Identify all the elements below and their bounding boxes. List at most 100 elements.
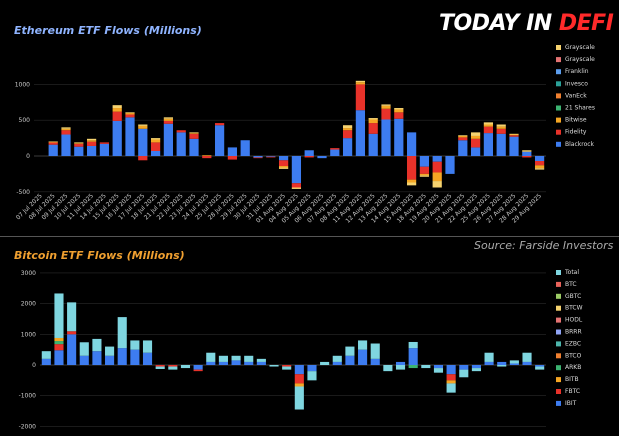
eth-bar-blackrock (240, 140, 250, 156)
btc-bar-fbtc (155, 365, 165, 367)
eth-bar-fidelity (419, 166, 430, 174)
eth-bar-fidelity (253, 157, 263, 159)
eth-bar-fidelity (342, 130, 353, 139)
eth-bar-blackrock (522, 151, 532, 156)
eth-bar-blackrock (125, 117, 135, 156)
eth-bar-grayscale (432, 181, 442, 188)
btc-bar-total (269, 365, 279, 367)
eth-bar-fidelity (458, 137, 468, 141)
btc-bar-ibit (459, 365, 469, 370)
btc-bar-total (218, 355, 228, 362)
btc-bar-ibit (522, 361, 532, 365)
eth-legend-swatch (556, 45, 561, 50)
eth-bar-grayscale (368, 118, 378, 120)
btc-bar-ibit (294, 365, 304, 375)
eth-legend-swatch (556, 93, 561, 99)
eth-bar-fidelity (534, 161, 545, 166)
eth-bar-fidelity (138, 156, 148, 161)
btc-ytick-label: -2000 (19, 423, 37, 430)
btc-bar-total (535, 366, 545, 370)
btc-bar-ibit (92, 351, 102, 365)
btc-bar-ibit (41, 358, 51, 365)
btc-legend-label: IBIT (565, 400, 577, 407)
eth-bar-blackrock (509, 136, 519, 156)
btc-legend-swatch (556, 293, 561, 299)
eth-bar-fidelity (483, 126, 494, 134)
btc-bar-ibit (358, 349, 368, 365)
eth-bar-fidelity (99, 142, 110, 144)
eth-bar-blackrock (394, 118, 404, 156)
btc-bar-total (358, 340, 368, 350)
btc-bar-ibit (117, 348, 127, 365)
btc-bar-ibit (256, 361, 266, 365)
eth-bar-blackrock (432, 156, 442, 162)
btc-bar-total (522, 352, 532, 362)
eth-bar-grayscale (125, 112, 135, 114)
eth-legend-label: Bitwise (565, 117, 587, 124)
btc-ytick-label: 0 (32, 362, 36, 369)
eth-bar-grayscale (112, 105, 122, 109)
btc-bar-fbtc (67, 331, 77, 335)
eth-bar-blackrock (445, 156, 455, 174)
btc-bar-total (459, 369, 469, 378)
eth-legend-label: Grayscale (565, 56, 595, 63)
eth-bar-fidelity (470, 138, 481, 148)
eth-bar-fidelity (86, 141, 97, 146)
eth-bar-bitwise (278, 166, 289, 168)
btc-bar-total (155, 366, 165, 369)
btc-bar-total (383, 365, 393, 372)
btc-bar-ibit (105, 355, 115, 365)
btc-bar-fbtc (294, 374, 304, 384)
btc-ytick-label: -1000 (19, 393, 37, 400)
eth-bar-fidelity (150, 142, 161, 151)
eth-legend-label: Franklin (565, 68, 589, 75)
eth-bar-fidelity (227, 156, 238, 160)
btc-legend-label: BRRR (565, 329, 582, 336)
eth-bar-bitwise (394, 109, 404, 113)
eth-bar-grayscale (74, 142, 84, 144)
eth-bar-bitwise (189, 133, 199, 134)
btc-legend-swatch (556, 281, 561, 287)
eth-bar-fidelity (522, 156, 532, 158)
eth-bar-blackrock (317, 156, 327, 159)
btc-bar-total (446, 383, 456, 393)
section-divider (0, 236, 619, 237)
eth-bar-fidelity (291, 183, 302, 188)
btc-bar-total (307, 371, 317, 381)
btc-bar-total (206, 352, 216, 362)
eth-bar-blackrock (74, 146, 84, 156)
eth-bar-bitwise (202, 155, 212, 156)
btc-ytick-label: 2000 (21, 301, 36, 308)
eth-bar-blackrock (291, 156, 302, 184)
btc-bar-ibit (471, 365, 481, 369)
eth-bar-blackrock (214, 125, 225, 156)
eth-bar-grayscale (470, 132, 481, 136)
eth-bar-bitwise (74, 143, 84, 144)
eth-bar-fidelity (406, 156, 417, 180)
btc-bar-fbtc (282, 365, 292, 367)
btc-bar-total (92, 338, 102, 352)
btc-bar-ibit (67, 334, 77, 365)
btc-legend-swatch (556, 341, 561, 347)
eth-bar-grayscale (150, 138, 161, 140)
btc-legend-swatch (556, 353, 561, 359)
btc-bar-total (142, 340, 153, 353)
eth-ytick-label: 500 (19, 117, 31, 124)
btc-bar-total (471, 368, 481, 372)
btc-bar-total (332, 355, 342, 362)
eth-bar-fidelity (368, 123, 378, 134)
eth-bar-bitwise (86, 140, 97, 142)
eth-bar-bitwise (150, 139, 161, 143)
eth-bar-bitwise (368, 119, 378, 124)
eth-bar-fidelity (496, 128, 506, 134)
eth-bar-bitwise (432, 172, 442, 182)
eth-bar-blackrock (99, 143, 110, 156)
eth-bar-blackrock (458, 140, 468, 156)
btc-legend-label: ARKB (565, 364, 581, 371)
eth-bar-fidelity (176, 130, 186, 133)
btc-bar-bitb (446, 380, 456, 384)
eth-bar-blackrock (163, 123, 174, 156)
btc-bar-ibit (433, 365, 444, 369)
btc-bar-ibit (408, 348, 418, 365)
